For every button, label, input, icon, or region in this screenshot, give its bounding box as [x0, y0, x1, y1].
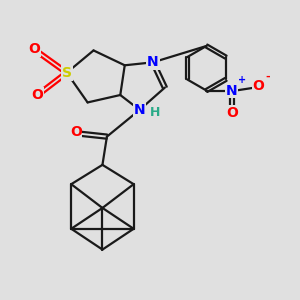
Text: N: N — [134, 103, 146, 117]
Text: O: O — [31, 88, 43, 102]
Text: S: S — [62, 66, 72, 80]
Text: -: - — [265, 72, 270, 82]
Text: O: O — [28, 42, 40, 56]
Text: O: O — [226, 106, 238, 120]
Text: N: N — [147, 55, 159, 69]
Text: O: O — [70, 125, 82, 139]
Text: H: H — [150, 106, 160, 119]
Text: N: N — [226, 84, 238, 98]
Text: O: O — [253, 79, 264, 93]
Text: +: + — [238, 75, 246, 85]
